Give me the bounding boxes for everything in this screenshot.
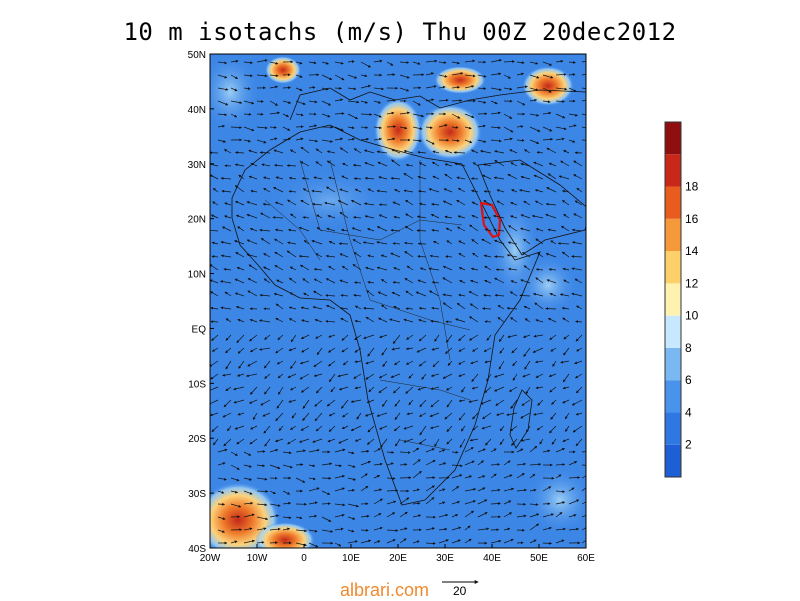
colorbar-label: 6 xyxy=(685,373,692,387)
colorbar-label: 18 xyxy=(685,180,699,194)
lon-tick-label: 10E xyxy=(342,553,360,564)
colorbar-segment xyxy=(665,380,681,412)
colorbar-segment xyxy=(665,219,681,251)
colorbar-segment xyxy=(665,348,681,380)
lon-tick-label: 60E xyxy=(577,553,595,564)
vector-reference-label: 20 xyxy=(453,584,466,598)
colorbar-segment xyxy=(665,283,681,315)
colorbar-label: 16 xyxy=(685,212,699,226)
lon-tick-label: 10W xyxy=(247,553,268,564)
colorbar-label: 14 xyxy=(685,244,699,258)
colorbar-segment xyxy=(665,122,681,154)
lon-tick-label: 30E xyxy=(436,553,454,564)
colorbar-segment xyxy=(665,316,681,348)
lat-tick-label: 40N xyxy=(188,105,206,116)
colorbar-label: 10 xyxy=(685,309,699,323)
lon-tick-label: 20W xyxy=(200,553,221,564)
lon-tick-label: 0 xyxy=(301,553,307,564)
lat-tick-label: 20S xyxy=(188,434,206,445)
lon-tick-label: 50E xyxy=(530,553,548,564)
lat-tick-label: 30S xyxy=(188,489,206,500)
lat-tick-label: EQ xyxy=(192,324,207,335)
colorbar-label: 2 xyxy=(685,438,692,452)
watermark-text: albrari.com xyxy=(340,580,429,601)
colorbar-segment xyxy=(665,187,681,219)
colorbar-segment xyxy=(665,445,681,477)
colorbar-segment xyxy=(665,412,681,444)
lon-tick-label: 20E xyxy=(389,553,407,564)
lat-tick-label: 10N xyxy=(188,270,206,281)
colorbar-segment xyxy=(665,251,681,283)
colorbar-label: 4 xyxy=(685,405,692,419)
lat-tick-label: 30N xyxy=(188,160,206,171)
colorbar: 2 4 6 8 10 12 14 16 18 xyxy=(665,122,699,477)
lat-tick-label: 10S xyxy=(188,379,206,390)
colorbar-label: 12 xyxy=(685,276,699,290)
lat-tick-label: 20N xyxy=(188,215,206,226)
colorbar-label: 8 xyxy=(685,341,692,355)
lat-tick-label: 50N xyxy=(188,50,206,61)
colorbar-segment xyxy=(665,154,681,186)
lon-tick-label: 40E xyxy=(483,553,501,564)
